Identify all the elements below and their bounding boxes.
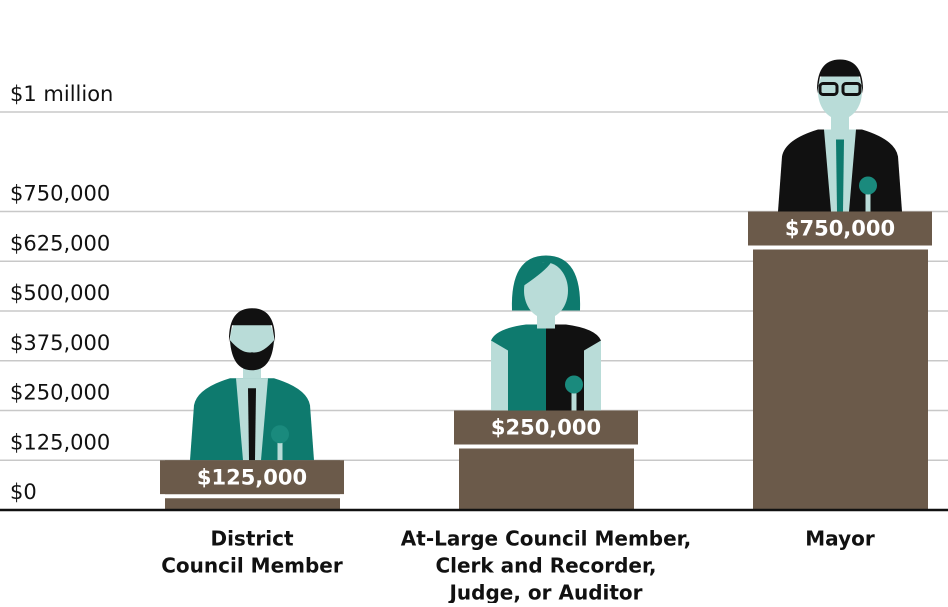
value-label-gap [160, 494, 344, 499]
torso [546, 324, 601, 411]
torso [491, 324, 546, 411]
glasses [841, 82, 862, 96]
x-tick-label: Mayor [805, 527, 875, 551]
y-tick-label: $125,000 [10, 430, 110, 454]
hair [524, 262, 551, 286]
tie [836, 139, 844, 212]
y-tick-label: $375,000 [10, 331, 110, 355]
x-tick-label: Council Member [161, 554, 343, 578]
value-label-box [160, 460, 344, 495]
value-label: $250,000 [491, 416, 601, 440]
value-label-gap [748, 245, 932, 250]
y-tick-label: $750,000 [10, 182, 110, 206]
y-tick-label: $1 million [10, 82, 113, 106]
microphone [565, 375, 583, 394]
x-tick-label: District [210, 527, 293, 551]
y-tick-label: $625,000 [10, 231, 110, 255]
y-tick-label: $0 [10, 480, 37, 504]
microphone [271, 425, 289, 444]
x-tick-label: At-Large Council Member, [401, 527, 691, 551]
head [818, 63, 862, 120]
glasses [818, 82, 839, 96]
y-tick-label: $500,000 [10, 281, 110, 305]
figure [190, 308, 314, 461]
value-label-box [748, 211, 932, 246]
arm [581, 340, 601, 411]
x-tick-label: Clerk and Recorder, [435, 554, 656, 578]
hair [228, 308, 276, 343]
y-tick-label: $250,000 [10, 381, 110, 405]
x-tick-label: Judge, or Auditor [447, 581, 642, 604]
hair [816, 59, 864, 94]
beard [230, 340, 274, 371]
arm [491, 340, 511, 411]
value-label-box [454, 410, 638, 445]
figure [778, 59, 902, 212]
value-label: $125,000 [197, 465, 307, 489]
figure [491, 255, 601, 411]
value-label-gap [454, 444, 638, 449]
bar [753, 211, 928, 510]
value-label: $750,000 [785, 217, 895, 241]
microphone [859, 176, 877, 195]
tie [248, 388, 256, 461]
